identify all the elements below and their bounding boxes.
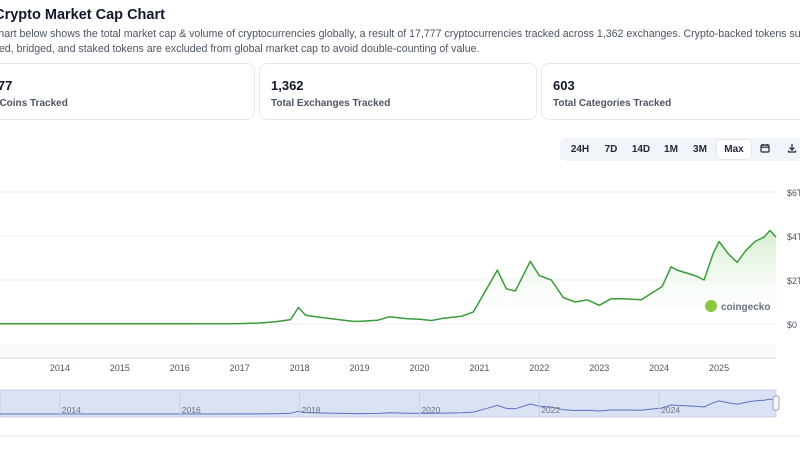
navigator-tick-label: 2024: [661, 405, 680, 415]
x-tick-label: 2022: [529, 363, 549, 373]
coingecko-watermark: coingecko: [705, 300, 770, 313]
calendar-icon: [760, 144, 770, 153]
x-tick-label: 2025: [709, 363, 729, 373]
y-tick-label: $6T: [787, 188, 800, 198]
y-tick-label: $4T: [787, 232, 800, 242]
page-description: chart below shows the total market cap &…: [0, 27, 800, 56]
y-tick-label: $0: [787, 320, 797, 330]
x-tick-label: 2014: [50, 363, 70, 373]
stat-card-categories: 603 Total Categories Tracked: [541, 63, 800, 120]
x-tick-label: 2020: [409, 363, 429, 373]
x-tick-label: 2021: [469, 363, 489, 373]
volume-band: [0, 344, 776, 358]
navigator-tick-label: 2014: [62, 405, 81, 415]
stat-label-coins: tal Coins Tracked: [0, 98, 68, 109]
range-3m-button[interactable]: 3M: [693, 144, 707, 155]
x-tick-label: 2024: [649, 363, 669, 373]
description-line-2: ped, bridged, and staked tokens are excl…: [0, 42, 480, 55]
stat-value-categories: 603: [553, 78, 575, 93]
download-icon: [787, 144, 797, 153]
x-tick-label: 2023: [589, 363, 609, 373]
stat-label-categories: Total Categories Tracked: [553, 98, 672, 109]
x-tick-label: 2016: [170, 363, 190, 373]
calendar-button[interactable]: [753, 140, 777, 159]
x-tick-label: 2019: [350, 363, 370, 373]
range-max-button[interactable]: Max: [717, 140, 751, 159]
y-tick-label: $2T: [787, 276, 800, 286]
range-14d-button[interactable]: 14D: [631, 144, 651, 155]
x-tick-label: 2017: [230, 363, 250, 373]
coingecko-logo-icon: [705, 300, 717, 312]
description-line-1: chart below shows the total market cap &…: [0, 28, 800, 40]
navigator-tick-label: 2022: [541, 405, 560, 415]
x-tick-label: 2015: [110, 363, 130, 373]
market-cap-chart: $6T $4T $2T $0 2014 2015 2016 2017 2018 2019 2020 2…: [0, 188, 800, 437]
market-cap-area: [0, 230, 776, 324]
range-24h-button[interactable]: 24H: [570, 144, 590, 155]
navigator-tick-label: 2018: [302, 405, 321, 415]
navigator-line: [0, 398, 777, 415]
navigator-handle[interactable]: [772, 395, 780, 411]
navigator-tick-label: 2020: [421, 405, 440, 415]
stat-card-exchanges: 1,362 Total Exchanges Tracked: [259, 63, 537, 120]
time-range-selector: 24H 7D 14D 1M 3M Max: [560, 138, 800, 161]
x-tick-label: 2018: [290, 363, 310, 373]
range-1m-button[interactable]: 1M: [664, 144, 678, 155]
stat-value-exchanges: 1,362: [271, 78, 304, 93]
stat-value-coins: ,777: [0, 78, 13, 93]
stat-card-coins: ,777 tal Coins Tracked: [0, 63, 255, 120]
download-button[interactable]: [780, 140, 800, 159]
watermark-text: coingecko: [721, 302, 771, 313]
stat-label-exchanges: Total Exchanges Tracked: [271, 98, 391, 109]
page-title: al Crypto Market Cap Chart: [0, 7, 165, 23]
range-7d-button[interactable]: 7D: [604, 144, 618, 155]
market-cap-line: [0, 229, 777, 325]
navigator-tick-label: 2016: [182, 405, 201, 415]
